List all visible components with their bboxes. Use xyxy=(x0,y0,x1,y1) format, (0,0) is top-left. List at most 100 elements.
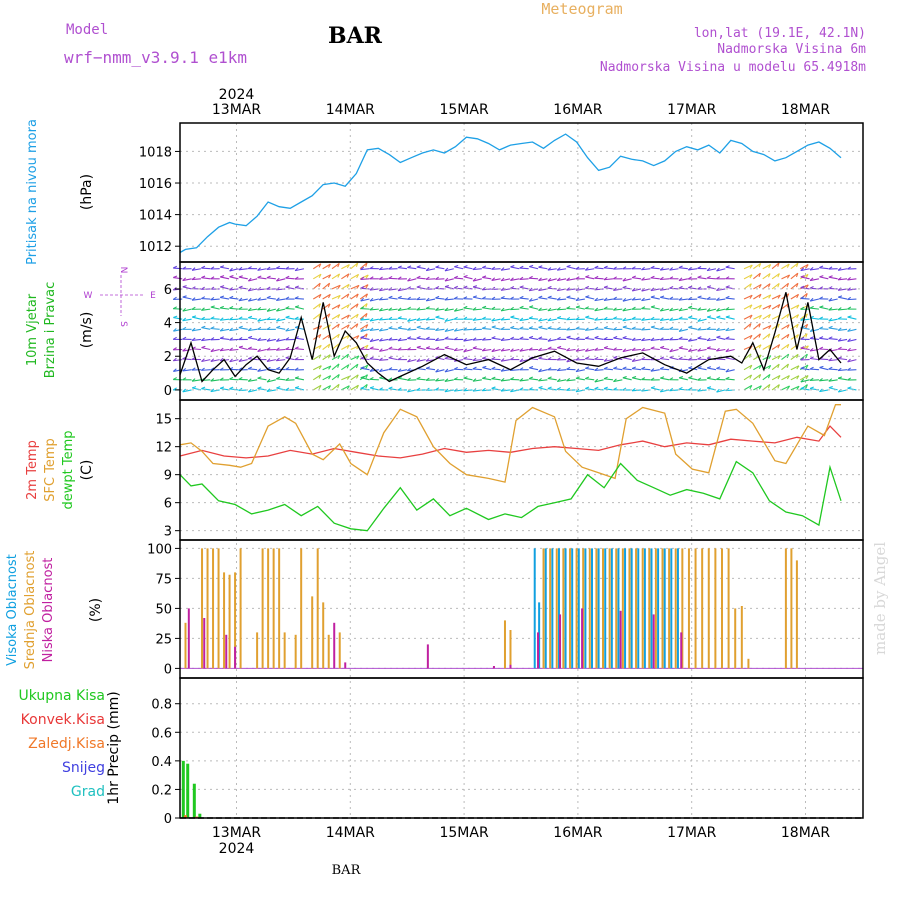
wind-barb xyxy=(678,328,683,332)
wind-barb xyxy=(463,358,473,361)
wind-barb xyxy=(379,318,389,321)
wind-barb xyxy=(659,276,664,280)
wind-barb xyxy=(767,273,771,278)
precip-bar xyxy=(192,783,196,818)
wind-barb xyxy=(359,293,368,300)
wind-barb xyxy=(397,308,408,312)
wind-barb xyxy=(519,387,524,391)
model-label: Model xyxy=(66,22,108,38)
wind-barb xyxy=(510,348,520,352)
axis-label: Brzina i Pravac xyxy=(43,282,58,379)
wind-barb xyxy=(538,317,542,322)
wind-barb xyxy=(771,294,781,300)
wind-barb xyxy=(547,326,552,329)
wind-barb xyxy=(697,307,702,311)
wind-barb xyxy=(397,265,402,269)
wind-barb xyxy=(379,268,389,271)
wind-barb xyxy=(388,308,398,311)
wind-barb xyxy=(397,387,402,391)
wind-barb xyxy=(584,306,590,309)
wind-barb xyxy=(285,306,290,309)
wind-barb xyxy=(753,272,761,280)
wind-barb xyxy=(388,307,393,311)
wind-barb xyxy=(229,327,233,332)
wind-barb xyxy=(575,297,580,301)
wind-barb xyxy=(743,294,753,300)
wind-barb xyxy=(753,263,762,270)
wind-barb xyxy=(786,375,790,380)
wind-barb xyxy=(566,296,576,300)
wind-barb xyxy=(454,287,464,290)
wind-barb xyxy=(660,358,670,361)
wind-barb xyxy=(641,317,645,321)
wind-barb xyxy=(416,277,426,280)
wind-barb xyxy=(678,356,683,360)
wind-barb xyxy=(463,348,473,353)
wind-barb xyxy=(341,283,350,290)
axis-label: dewpt Temp xyxy=(61,430,76,509)
wind-barb xyxy=(276,376,281,380)
wind-barb xyxy=(678,278,688,282)
wind-barb xyxy=(318,365,322,370)
wind-barb xyxy=(669,307,673,312)
wind-barb xyxy=(482,338,492,341)
wind-barb xyxy=(837,356,842,359)
wind-barb xyxy=(201,308,211,311)
wind-barb xyxy=(594,378,599,383)
wind-barb xyxy=(758,284,762,289)
wind-barb xyxy=(378,337,383,342)
wind-barb xyxy=(641,297,645,302)
wind-barb xyxy=(500,287,505,291)
wind-barb xyxy=(819,328,829,330)
wind-barb xyxy=(454,348,464,352)
wind-barb xyxy=(557,379,567,383)
wind-barb xyxy=(435,368,439,373)
wind-barb xyxy=(229,275,234,278)
wind-barb xyxy=(388,357,398,361)
wind-barb xyxy=(575,348,585,352)
wind-barb xyxy=(285,337,290,341)
wind-barb xyxy=(528,287,533,292)
wind-barb xyxy=(659,326,664,330)
wind-barb xyxy=(800,276,810,280)
wind-barb xyxy=(828,317,833,322)
wind-barb xyxy=(360,317,365,321)
wind-barb xyxy=(491,278,501,281)
wind-barb xyxy=(809,267,814,271)
wind-barb xyxy=(318,282,321,288)
wind-barb xyxy=(360,308,370,310)
wind-barb xyxy=(594,277,604,280)
wind-barb xyxy=(266,286,271,290)
wind-barb xyxy=(519,338,529,340)
wind-barb xyxy=(847,278,857,281)
wind-barb xyxy=(641,318,651,321)
wind-barb xyxy=(716,366,721,370)
wind-barb xyxy=(547,377,557,381)
wind-barb xyxy=(285,296,290,300)
wind-barb xyxy=(312,354,322,361)
panel-frame xyxy=(179,539,864,679)
wind-barb xyxy=(191,379,202,382)
wind-barb xyxy=(632,277,642,280)
wind-barb xyxy=(584,267,589,271)
wind-barb xyxy=(247,266,252,270)
wind-barb xyxy=(285,367,290,371)
y-tick-label: 6 xyxy=(164,283,172,298)
wind-barb xyxy=(510,277,514,281)
wind-barb xyxy=(650,386,655,389)
wind-barb xyxy=(847,338,857,343)
wind-barb xyxy=(650,337,655,341)
wind-barb xyxy=(749,364,753,369)
wind-barb xyxy=(594,337,604,340)
wind-barb xyxy=(229,276,239,280)
wind-barb xyxy=(585,276,595,280)
wind-barb xyxy=(416,266,426,270)
wind-barb xyxy=(331,374,340,381)
wind-barb xyxy=(210,378,215,382)
wind-barb xyxy=(435,295,440,299)
wind-barb xyxy=(519,317,524,322)
wind-barb xyxy=(322,385,331,391)
wind-barb xyxy=(725,295,730,299)
wind-barb xyxy=(500,288,511,291)
wind-barb xyxy=(219,347,224,352)
